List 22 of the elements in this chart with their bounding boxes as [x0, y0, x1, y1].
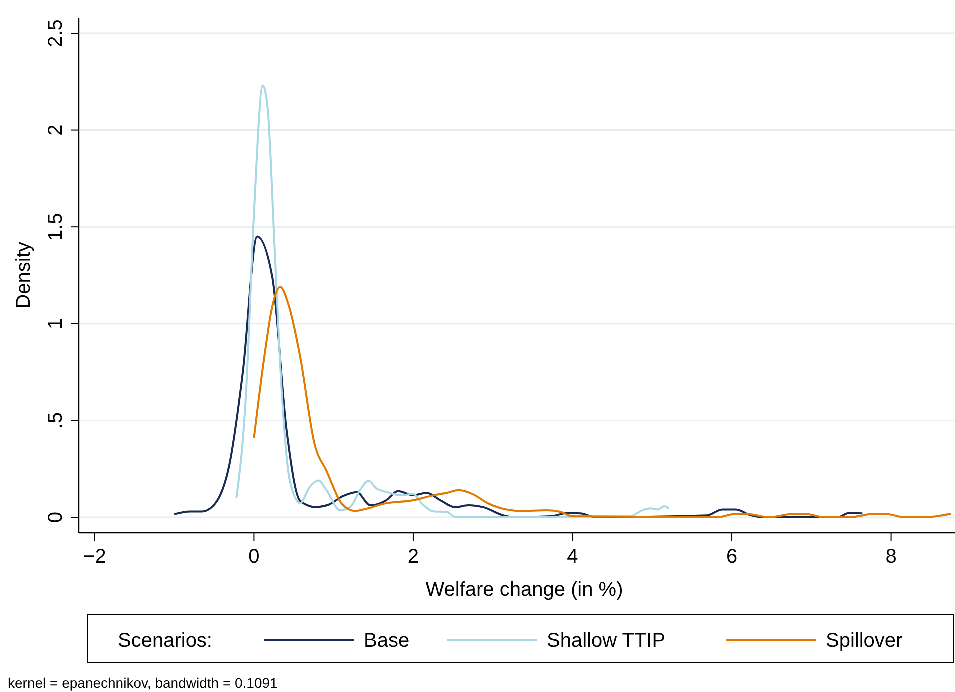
- x-axis-title: Welfare change (in %): [426, 579, 624, 601]
- x-tick-label: 6: [726, 546, 738, 568]
- text: kernel = epanechnikov, bandwidth = 0.1091: [8, 675, 278, 691]
- y-tick-label: 1.5: [45, 213, 67, 242]
- legend-title: Scenarios:: [118, 630, 212, 652]
- line-series: [253, 286, 952, 519]
- legend-label: Shallow TTIP: [547, 630, 666, 652]
- x-tick-label: 0: [248, 546, 260, 568]
- y-tick-label: .5: [45, 412, 67, 430]
- line-series: [236, 84, 670, 519]
- y-axis-title: Density: [13, 242, 35, 309]
- y-tick-label: 2.5: [45, 20, 67, 48]
- y-tick-label: 0: [45, 512, 67, 524]
- x-tick-label: 4: [567, 546, 578, 568]
- y-tick-label: 2: [45, 124, 67, 136]
- legend-label: Spillover: [826, 630, 904, 652]
- y-tick-label: 1: [45, 318, 67, 330]
- x-tick-label: −2: [84, 546, 106, 568]
- x-tick-label: 8: [886, 546, 897, 568]
- legend-label: Base: [364, 630, 410, 652]
- x-tick-label: 2: [408, 546, 420, 568]
- line-series: [174, 236, 864, 519]
